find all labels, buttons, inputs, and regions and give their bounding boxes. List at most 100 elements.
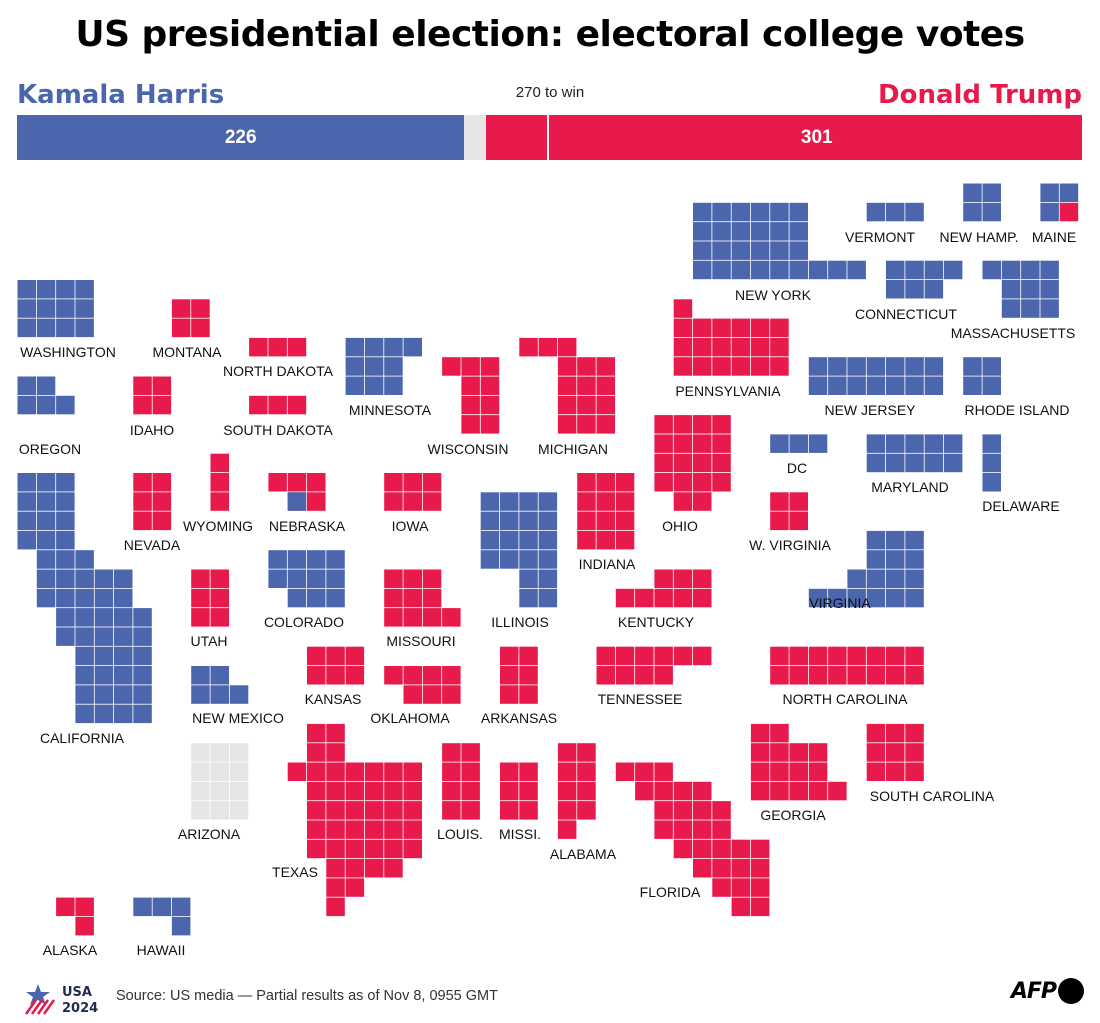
vote-tile	[789, 260, 808, 280]
vote-tile	[770, 666, 789, 685]
afp-logo: AFP	[1011, 978, 1084, 1004]
vote-tile	[210, 453, 229, 473]
vote-tile	[480, 550, 500, 569]
vote-tile	[500, 550, 519, 569]
vote-tile	[364, 801, 384, 820]
vote-tile	[307, 743, 326, 762]
state-minnesota: MINNESOTA	[345, 337, 432, 418]
vote-tile	[886, 569, 905, 588]
vote-tile	[519, 337, 538, 357]
vote-tile	[480, 376, 500, 395]
vote-tile	[133, 473, 152, 492]
state-hawaii: HAWAII	[133, 897, 191, 958]
vote-tile	[731, 318, 751, 338]
vote-tile	[500, 801, 519, 820]
vote-tile	[789, 762, 808, 781]
undecided-bar-segment	[464, 115, 487, 160]
vote-tile	[654, 762, 673, 781]
state-label: ILLINOIS	[491, 614, 549, 630]
vote-tile	[577, 801, 596, 820]
vote-tile	[924, 453, 944, 473]
vote-tile	[1040, 260, 1059, 280]
vote-tile	[268, 473, 287, 492]
state-label: COLORADO	[264, 614, 344, 630]
vote-tile	[905, 202, 924, 222]
vote-tile	[133, 685, 152, 704]
state-label: DELAWARE	[982, 498, 1060, 514]
vote-tile	[307, 550, 326, 569]
vote-tile	[924, 434, 944, 453]
vote-tile	[712, 434, 731, 453]
vote-tile	[538, 530, 558, 550]
state-south-dakota: SOUTH DAKOTA	[223, 395, 333, 438]
state-alabama: ALABAMA	[550, 743, 617, 862]
vote-tile	[17, 299, 36, 318]
vote-tile	[326, 569, 345, 588]
vote-tile	[808, 666, 828, 685]
vote-tile	[422, 492, 442, 511]
vote-tile	[133, 492, 152, 511]
vote-tile	[442, 801, 461, 820]
state-label: VERMONT	[845, 229, 915, 245]
vote-tile	[654, 588, 673, 608]
vote-tile	[693, 241, 712, 260]
state-north-carolina: NORTH CAROLINA	[770, 646, 924, 707]
vote-tile	[808, 762, 828, 781]
harris-vote-count: 226	[224, 127, 257, 148]
vote-tile	[75, 280, 94, 299]
vote-tile	[673, 492, 693, 511]
vote-tile	[712, 260, 731, 280]
vote-tile	[886, 762, 905, 781]
vote-tile	[461, 743, 480, 762]
state-label: GEORGIA	[760, 807, 826, 823]
vote-tile	[442, 781, 461, 801]
vote-tile	[693, 492, 712, 511]
vote-tile	[886, 453, 905, 473]
vote-tile	[56, 897, 75, 917]
vote-tile	[307, 492, 326, 511]
vote-tile	[17, 395, 36, 415]
vote-tile	[403, 820, 422, 839]
vote-tile	[654, 415, 673, 434]
vote-tile	[924, 260, 944, 280]
vote-tile	[538, 588, 558, 608]
vote-tile	[345, 357, 365, 376]
vote-tile	[1040, 280, 1059, 299]
vote-tile	[75, 646, 94, 666]
vote-tile	[770, 723, 789, 743]
vote-tile	[345, 781, 365, 801]
vote-tile	[36, 473, 56, 492]
vote-tile	[36, 569, 56, 588]
vote-tile	[75, 608, 94, 627]
vote-tile	[56, 608, 75, 627]
vote-tile	[886, 376, 905, 395]
vote-tile	[56, 627, 75, 646]
vote-tile	[943, 453, 963, 473]
vote-tile	[808, 743, 828, 762]
vote-tile	[538, 511, 558, 531]
vote-tile	[789, 666, 808, 685]
vote-tile	[307, 588, 326, 608]
vote-tile	[577, 781, 596, 801]
vote-tile	[75, 550, 94, 569]
state-label: FLORIDA	[640, 884, 701, 900]
vote-tile	[866, 530, 886, 550]
vote-tile	[210, 762, 229, 781]
vote-tile	[133, 897, 152, 917]
vote-tile	[596, 415, 615, 434]
vote-tile	[133, 704, 152, 724]
vote-tile	[229, 781, 249, 801]
vote-tile	[17, 280, 36, 299]
vote-tile	[770, 357, 789, 376]
vote-tile	[673, 588, 693, 608]
vote-tile	[384, 569, 403, 588]
vote-tile	[750, 762, 770, 781]
vote-tile	[905, 723, 924, 743]
vote-tile	[577, 357, 596, 376]
vote-tile	[500, 511, 519, 531]
vote-tile	[75, 569, 94, 588]
vote-tile	[673, 820, 693, 839]
vote-tile	[326, 588, 345, 608]
vote-tile	[364, 820, 384, 839]
state-idaho: IDAHO	[130, 376, 174, 438]
